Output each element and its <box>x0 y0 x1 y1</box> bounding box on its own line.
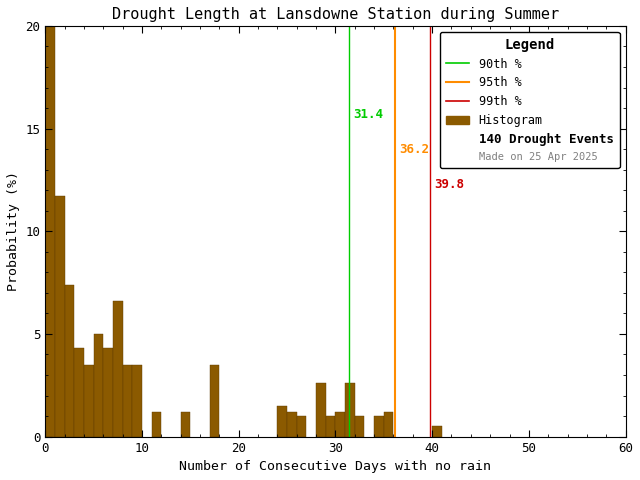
Bar <box>180 412 191 437</box>
X-axis label: Number of Consecutive Days with no rain: Number of Consecutive Days with no rain <box>179 460 492 473</box>
Title: Drought Length at Lansdowne Station during Summer: Drought Length at Lansdowne Station duri… <box>112 7 559 22</box>
Bar <box>55 196 65 437</box>
Bar <box>345 383 355 437</box>
Bar <box>65 285 74 437</box>
Text: 31.4: 31.4 <box>353 108 383 121</box>
Bar <box>326 416 335 437</box>
Bar <box>113 301 123 437</box>
Bar <box>335 412 345 437</box>
Text: 36.2: 36.2 <box>399 143 429 156</box>
Bar <box>287 412 297 437</box>
Bar <box>297 416 307 437</box>
Bar <box>374 416 384 437</box>
Legend: 90th %, 95th %, 99th %, Histogram, 140 Drought Events, Made on 25 Apr 2025: 90th %, 95th %, 99th %, Histogram, 140 D… <box>440 32 620 168</box>
Bar <box>432 426 442 437</box>
Bar <box>84 365 93 437</box>
Bar <box>277 406 287 437</box>
Bar <box>384 412 394 437</box>
Bar <box>210 365 220 437</box>
Bar <box>93 334 104 437</box>
Bar <box>74 348 84 437</box>
Bar <box>152 412 161 437</box>
Y-axis label: Probability (%): Probability (%) <box>7 171 20 291</box>
Bar <box>355 416 364 437</box>
Bar <box>132 365 142 437</box>
Bar <box>45 26 55 437</box>
Text: 39.8: 39.8 <box>434 178 464 191</box>
Bar <box>123 365 132 437</box>
Bar <box>104 348 113 437</box>
Bar <box>316 383 326 437</box>
